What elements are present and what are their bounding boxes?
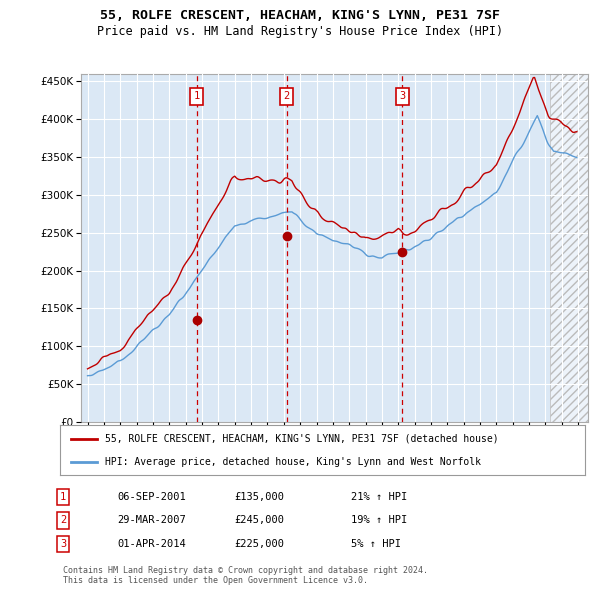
- Text: 3: 3: [60, 539, 66, 549]
- Text: 19% ↑ HPI: 19% ↑ HPI: [351, 516, 407, 525]
- Text: 06-SEP-2001: 06-SEP-2001: [117, 492, 186, 502]
- Text: 5% ↑ HPI: 5% ↑ HPI: [351, 539, 401, 549]
- Text: Contains HM Land Registry data © Crown copyright and database right 2024.: Contains HM Land Registry data © Crown c…: [63, 566, 428, 575]
- Text: 55, ROLFE CRESCENT, HEACHAM, KING'S LYNN, PE31 7SF (detached house): 55, ROLFE CRESCENT, HEACHAM, KING'S LYNN…: [104, 434, 498, 444]
- Text: £225,000: £225,000: [234, 539, 284, 549]
- Text: 2: 2: [60, 516, 66, 525]
- Text: 55, ROLFE CRESCENT, HEACHAM, KING'S LYNN, PE31 7SF: 55, ROLFE CRESCENT, HEACHAM, KING'S LYNN…: [100, 9, 500, 22]
- Text: 29-MAR-2007: 29-MAR-2007: [117, 516, 186, 525]
- Text: This data is licensed under the Open Government Licence v3.0.: This data is licensed under the Open Gov…: [63, 576, 368, 585]
- Text: 3: 3: [399, 91, 406, 101]
- Text: £135,000: £135,000: [234, 492, 284, 502]
- Bar: [550, 74, 588, 422]
- Text: 01-APR-2014: 01-APR-2014: [117, 539, 186, 549]
- Text: 2: 2: [283, 91, 290, 101]
- Text: 1: 1: [60, 492, 66, 502]
- Text: HPI: Average price, detached house, King's Lynn and West Norfolk: HPI: Average price, detached house, King…: [104, 457, 481, 467]
- Text: Price paid vs. HM Land Registry's House Price Index (HPI): Price paid vs. HM Land Registry's House …: [97, 25, 503, 38]
- Bar: [550, 74, 588, 422]
- Text: £245,000: £245,000: [234, 516, 284, 525]
- Text: 21% ↑ HPI: 21% ↑ HPI: [351, 492, 407, 502]
- Text: 1: 1: [193, 91, 200, 101]
